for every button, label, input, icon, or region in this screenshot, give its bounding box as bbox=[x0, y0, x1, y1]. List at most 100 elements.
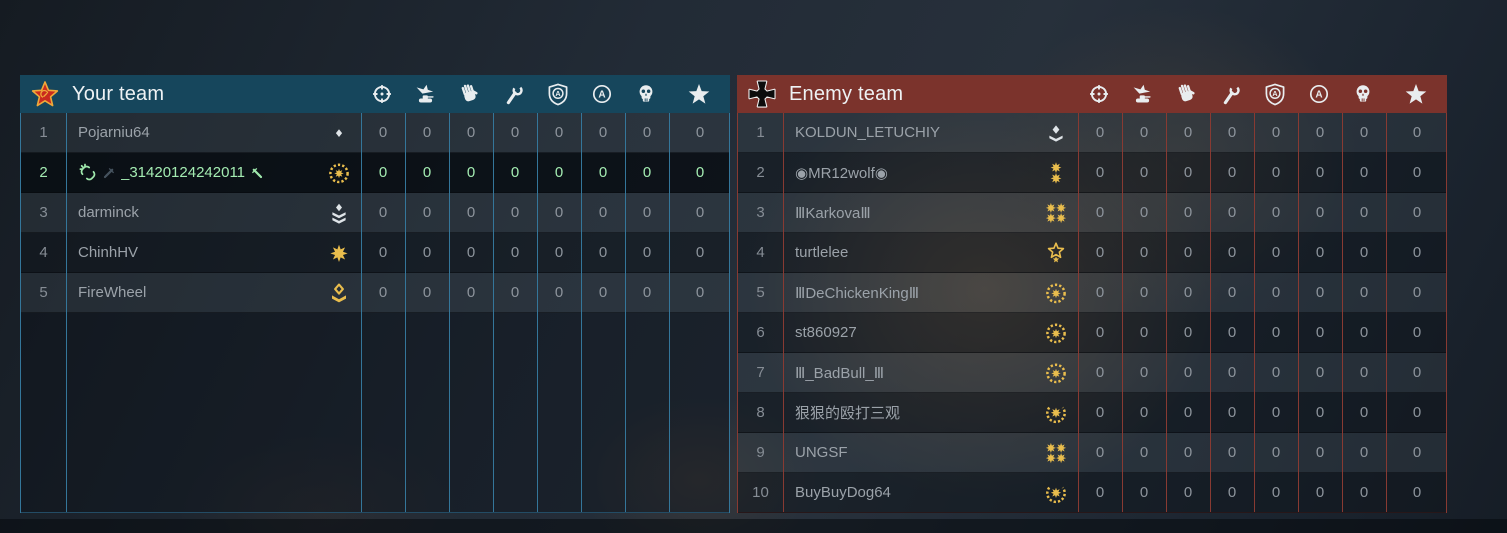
player-name-cell: BuyBuyDog64 bbox=[783, 481, 1078, 505]
stat-cell: 0 bbox=[1315, 444, 1325, 461]
stat-cell: 0 bbox=[1412, 484, 1422, 501]
stat-cell: 0 bbox=[598, 164, 608, 181]
stat-cell: 0 bbox=[1359, 444, 1369, 461]
stat-cell: 0 bbox=[1227, 324, 1237, 341]
stat-cell: 0 bbox=[1139, 444, 1149, 461]
diamond-one-chevron-rank-icon bbox=[1043, 121, 1069, 145]
diamond-chevron-gold-rank-icon bbox=[326, 281, 352, 305]
shield-a-icon: A bbox=[536, 82, 580, 106]
stat-cell: 0 bbox=[1359, 124, 1369, 141]
player-position: 2 bbox=[39, 164, 48, 181]
player-row[interactable]: 3 ⅢKarkovaⅢ 0 0 0 0 0 0 0 0 bbox=[738, 193, 1446, 233]
stat-cell: 0 bbox=[1183, 204, 1193, 221]
svg-text:A: A bbox=[555, 89, 560, 98]
stat-cell: 0 bbox=[1183, 404, 1193, 421]
stat-cell: 0 bbox=[1412, 204, 1422, 221]
player-name: st860927 bbox=[795, 324, 857, 341]
stat-cell: 0 bbox=[1227, 204, 1237, 221]
stat-cell: 0 bbox=[1183, 364, 1193, 381]
stat-cell: 0 bbox=[422, 244, 432, 261]
stat-cell: 0 bbox=[1227, 124, 1237, 141]
empty-rows-area bbox=[21, 313, 729, 513]
stat-cell: 0 bbox=[1139, 284, 1149, 301]
your-team-title: Your team bbox=[72, 82, 165, 105]
stat-cell: 0 bbox=[1183, 484, 1193, 501]
stat-cell: 0 bbox=[1183, 284, 1193, 301]
player-name: Pojarniu64 bbox=[78, 124, 150, 141]
stat-cell: 0 bbox=[1359, 204, 1369, 221]
stat-cell: 0 bbox=[598, 204, 608, 221]
player-name-cell: ◉MR12wolf◉ bbox=[783, 161, 1078, 185]
enemy-team-scoreboard: Enemy team A A 1 KOLDUN_LETUCHIY 0 0 0 0 0 0 0 0 2 ◉… bbox=[737, 75, 1447, 513]
player-row[interactable]: 1 KOLDUN_LETUCHIY 0 0 0 0 0 0 0 0 bbox=[738, 113, 1446, 153]
stat-cell: 0 bbox=[1315, 244, 1325, 261]
player-row[interactable]: 10 BuyBuyDog64 0 0 0 0 0 0 0 0 bbox=[738, 473, 1446, 513]
stat-cell: 0 bbox=[695, 164, 705, 181]
player-row[interactable]: 7 Ⅲ_BadBull_Ⅲ 0 0 0 0 0 0 0 0 bbox=[738, 353, 1446, 393]
burst-star-gold-rank-icon bbox=[326, 241, 352, 265]
player-row[interactable]: 9 UNGSF 0 0 0 0 0 0 0 0 bbox=[738, 433, 1446, 473]
player-row[interactable]: 6 st860927 0 0 0 0 0 0 0 0 bbox=[738, 313, 1446, 353]
stat-cell: 0 bbox=[1095, 164, 1105, 181]
stat-cell: 0 bbox=[1139, 164, 1149, 181]
player-name-cell: KOLDUN_LETUCHIY bbox=[783, 121, 1078, 145]
stat-cell: 0 bbox=[554, 124, 564, 141]
diamond-two-chevrons-rank-icon bbox=[326, 201, 352, 225]
your-team-body: 1 Pojarniu64 0 0 0 0 0 0 0 0 2 _31420124242011 0 0 0 0 0… bbox=[20, 113, 730, 513]
stat-cell: 0 bbox=[1271, 204, 1281, 221]
stat-cell: 0 bbox=[422, 124, 432, 141]
stat-cell: 0 bbox=[422, 164, 432, 181]
wreath-star-gold-rank-icon bbox=[1043, 281, 1069, 305]
player-name-cell: ChinhHV bbox=[66, 241, 361, 265]
player-row[interactable]: 8 狠狠的殴打三观 0 0 0 0 0 0 0 0 bbox=[738, 393, 1446, 433]
stat-cell: 0 bbox=[1315, 204, 1325, 221]
two-stars-gold-rank-icon bbox=[1043, 161, 1069, 185]
stat-cell: 0 bbox=[1227, 444, 1237, 461]
stat-cell: 0 bbox=[1227, 364, 1237, 381]
stat-cell: 0 bbox=[1183, 444, 1193, 461]
balkenkreuz-icon bbox=[746, 78, 778, 110]
broken-link-icon bbox=[78, 163, 98, 183]
stat-cell: 0 bbox=[1139, 484, 1149, 501]
wreath-star-gold-rank-icon bbox=[326, 161, 352, 185]
player-row[interactable]: 4 turtlelee 0 0 0 0 0 0 0 0 bbox=[738, 233, 1446, 273]
player-name-cell: Pojarniu64 bbox=[66, 121, 361, 145]
stat-cell: 0 bbox=[1359, 284, 1369, 301]
player-row[interactable]: 5 FireWheel 0 0 0 0 0 0 0 0 bbox=[21, 273, 729, 313]
stat-cell: 0 bbox=[510, 124, 520, 141]
stat-cell: 0 bbox=[378, 204, 388, 221]
player-row[interactable]: 5 ⅢDeChickenKingⅢ 0 0 0 0 0 0 0 0 bbox=[738, 273, 1446, 313]
stat-cell: 0 bbox=[1412, 324, 1422, 341]
skull-icon bbox=[1341, 82, 1385, 106]
player-row[interactable]: 2 _31420124242011 0 0 0 0 0 0 0 0 bbox=[21, 153, 729, 193]
stat-cell: 0 bbox=[510, 164, 520, 181]
player-name: turtlelee bbox=[795, 244, 849, 261]
skull-icon bbox=[624, 82, 668, 106]
stat-cell: 0 bbox=[1412, 284, 1422, 301]
player-row[interactable]: 4 ChinhHV 0 0 0 0 0 0 0 0 bbox=[21, 233, 729, 273]
stat-cell: 0 bbox=[1183, 324, 1193, 341]
plane-tank-icon bbox=[1121, 82, 1165, 106]
player-row[interactable]: 2 ◉MR12wolf◉ 0 0 0 0 0 0 0 0 bbox=[738, 153, 1446, 193]
stat-cell: 0 bbox=[1227, 484, 1237, 501]
stat-cell: 0 bbox=[1095, 204, 1105, 221]
stat-cell: 0 bbox=[695, 204, 705, 221]
stat-cell: 0 bbox=[642, 284, 652, 301]
player-row[interactable]: 1 Pojarniu64 0 0 0 0 0 0 0 0 bbox=[21, 113, 729, 153]
stat-cell: 0 bbox=[598, 124, 608, 141]
hand-icon bbox=[1165, 82, 1209, 106]
stat-cell: 0 bbox=[422, 284, 432, 301]
stat-cell: 0 bbox=[1315, 124, 1325, 141]
stat-cell: 0 bbox=[642, 164, 652, 181]
player-position: 5 bbox=[39, 284, 48, 301]
player-row[interactable]: 3 darminck 0 0 0 0 0 0 0 0 bbox=[21, 193, 729, 233]
stat-cell: 0 bbox=[598, 244, 608, 261]
player-position: 6 bbox=[756, 324, 765, 341]
stat-cell: 0 bbox=[1359, 324, 1369, 341]
laurel-star-gold-rank-icon bbox=[1043, 401, 1069, 425]
stat-cell: 0 bbox=[1412, 404, 1422, 421]
player-name-cell: ⅢKarkovaⅢ bbox=[783, 201, 1078, 225]
your-team-header: Your team A A bbox=[20, 75, 730, 113]
stat-cell: 0 bbox=[1315, 364, 1325, 381]
